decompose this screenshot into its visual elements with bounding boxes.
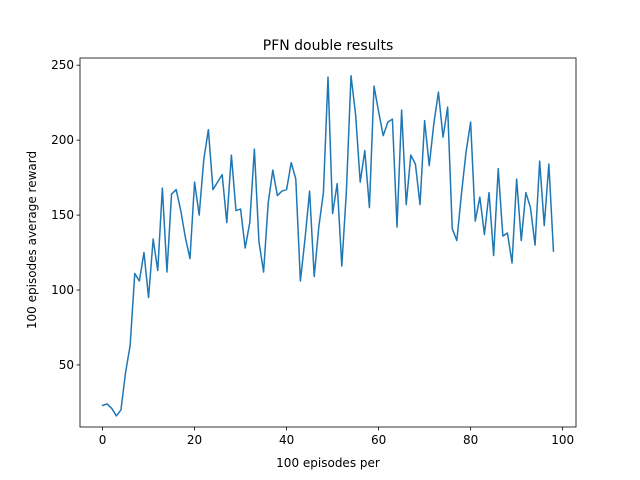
y-tick-label: 250 bbox=[51, 58, 74, 72]
y-tick-label: 150 bbox=[51, 208, 74, 222]
x-tick-label: 100 bbox=[551, 433, 574, 447]
x-tick-label: 60 bbox=[371, 433, 386, 447]
x-axis-label: 100 episodes per bbox=[276, 456, 380, 470]
y-tick-label: 50 bbox=[59, 358, 74, 372]
y-tick-label: 200 bbox=[51, 133, 74, 147]
y-axis-label: 100 episodes average reward bbox=[25, 151, 39, 329]
x-tick-label: 0 bbox=[99, 433, 107, 447]
series-line-0 bbox=[101, 74, 555, 417]
chart-title: PFN double results bbox=[263, 38, 393, 54]
x-tick-label: 20 bbox=[187, 433, 202, 447]
plot-area: 0 20 40 60 80 100 50 100 150 200 250 bbox=[51, 57, 577, 447]
x-tick-label: 80 bbox=[463, 433, 478, 447]
y-tick-label: 100 bbox=[51, 283, 74, 297]
x-tick-label: 40 bbox=[279, 433, 294, 447]
axes-frame bbox=[79, 57, 577, 428]
